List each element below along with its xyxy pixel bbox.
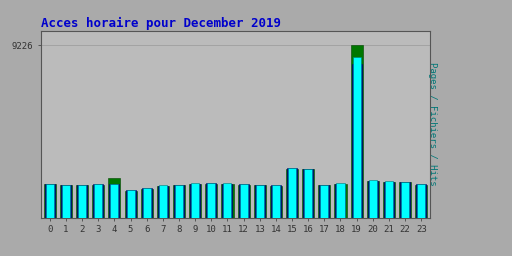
Bar xyxy=(157,186,169,218)
Bar xyxy=(321,185,328,218)
Bar xyxy=(191,183,199,218)
Bar xyxy=(78,185,86,218)
Bar xyxy=(207,183,216,218)
Bar xyxy=(205,184,218,218)
Bar xyxy=(255,185,265,218)
Bar xyxy=(319,185,329,218)
Bar xyxy=(109,178,120,218)
Bar xyxy=(238,185,250,218)
Bar xyxy=(351,45,362,218)
Bar xyxy=(286,169,298,218)
Bar xyxy=(318,185,330,218)
Bar xyxy=(369,180,377,218)
Bar xyxy=(352,64,361,218)
Bar xyxy=(44,184,56,218)
Bar xyxy=(190,184,200,218)
Bar xyxy=(60,185,72,218)
Text: Acces horaire pour December 2019: Acces horaire pour December 2019 xyxy=(41,16,281,29)
Bar xyxy=(253,185,266,218)
Bar xyxy=(240,184,248,218)
Bar xyxy=(94,184,102,218)
Bar xyxy=(126,190,135,218)
Bar xyxy=(416,184,426,218)
Bar xyxy=(45,184,55,218)
Bar xyxy=(61,185,71,218)
Bar xyxy=(304,169,312,218)
Bar xyxy=(353,57,360,218)
Bar xyxy=(124,191,137,218)
Bar xyxy=(255,185,264,218)
Bar xyxy=(302,169,314,218)
Bar xyxy=(110,184,119,218)
Bar xyxy=(143,188,151,218)
Bar xyxy=(368,180,378,218)
Bar xyxy=(111,184,118,218)
Bar xyxy=(76,185,88,218)
Bar xyxy=(175,185,183,218)
Bar xyxy=(271,185,281,218)
Bar xyxy=(92,185,104,218)
Bar xyxy=(270,186,282,218)
Bar xyxy=(303,169,313,218)
Bar xyxy=(206,183,216,218)
Bar xyxy=(417,184,425,218)
Bar xyxy=(223,183,231,218)
Bar xyxy=(62,185,70,218)
Bar xyxy=(288,168,296,218)
Bar xyxy=(222,184,232,218)
Bar xyxy=(46,184,54,218)
Bar xyxy=(141,189,153,218)
Y-axis label: Pages / Fichiers / Hits: Pages / Fichiers / Hits xyxy=(428,62,437,186)
Bar xyxy=(174,185,184,218)
Bar xyxy=(142,188,152,218)
Bar xyxy=(415,185,427,218)
Bar xyxy=(93,184,103,218)
Bar xyxy=(400,182,410,218)
Bar xyxy=(159,185,167,218)
Bar xyxy=(334,184,347,218)
Bar xyxy=(173,185,185,218)
Bar xyxy=(336,183,345,218)
Bar xyxy=(77,185,87,218)
Bar xyxy=(401,182,409,218)
Bar xyxy=(221,184,233,218)
Bar xyxy=(367,181,379,218)
Bar xyxy=(383,182,395,218)
Bar xyxy=(385,181,393,218)
Bar xyxy=(335,184,346,218)
Bar xyxy=(287,168,297,218)
Bar xyxy=(384,182,394,218)
Bar xyxy=(272,185,280,218)
Bar xyxy=(158,186,168,218)
Bar xyxy=(189,184,201,218)
Bar xyxy=(125,190,136,218)
Bar xyxy=(399,183,411,218)
Bar xyxy=(239,184,249,218)
